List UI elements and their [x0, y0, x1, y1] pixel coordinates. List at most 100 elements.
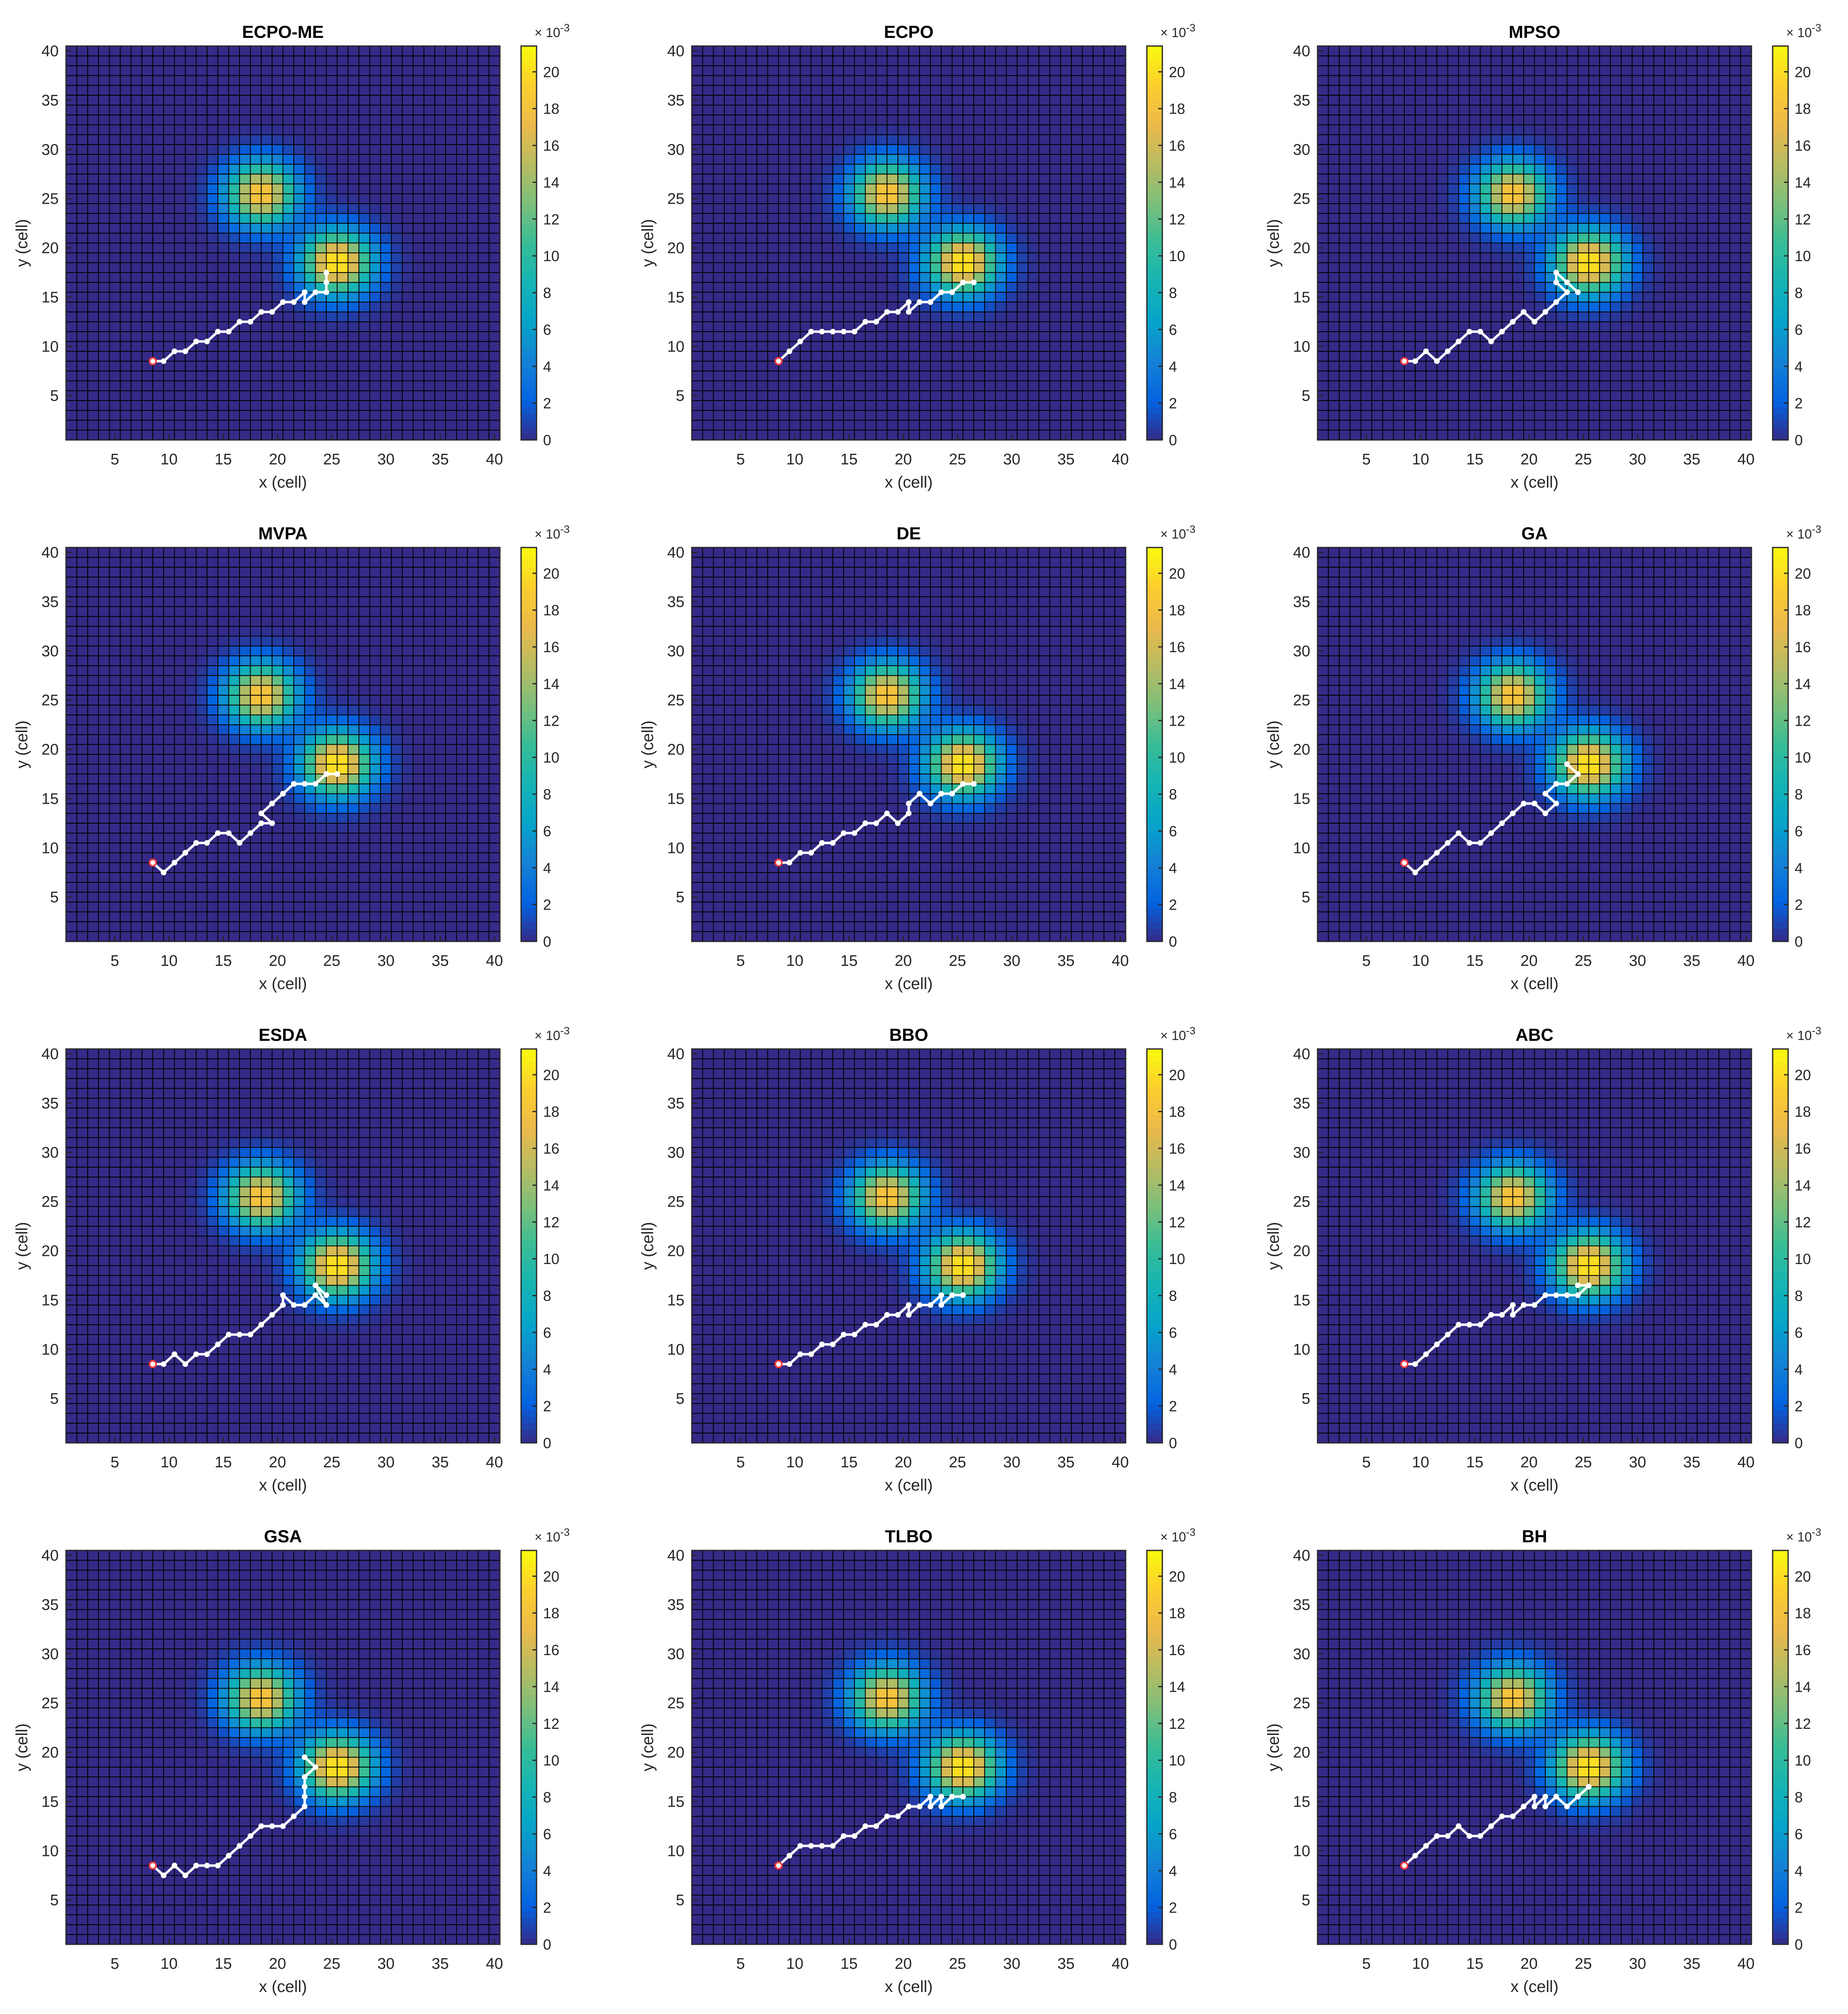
heatmap-cell [1339, 223, 1350, 233]
path-waypoint [302, 289, 308, 295]
heatmap-cell [218, 243, 229, 253]
heatmap-cell [229, 213, 240, 223]
heatmap-cell [1654, 76, 1665, 86]
heatmap-cell [1621, 184, 1632, 193]
heatmap-cell [359, 253, 370, 263]
heatmap-cell [1006, 194, 1017, 204]
heatmap-cell [392, 391, 403, 400]
heatmap-cell [1415, 381, 1426, 391]
heatmap-cell [1006, 125, 1017, 134]
heatmap-cell [952, 204, 963, 213]
heatmap-cell [1039, 381, 1050, 391]
heatmap-cell [974, 302, 985, 312]
heatmap-cell [811, 213, 822, 223]
heatmap-cell [768, 135, 779, 145]
heatmap-cell [1006, 282, 1017, 292]
heatmap-cell [413, 371, 424, 381]
heatmap-cell [120, 430, 131, 440]
heatmap-cell [218, 154, 229, 164]
heatmap-cell [974, 371, 985, 381]
heatmap-cell [865, 292, 876, 302]
heatmap-cell [779, 125, 790, 134]
heatmap-cell [1480, 56, 1491, 66]
heatmap-cell [1329, 86, 1340, 95]
heatmap-cell [218, 66, 229, 75]
heatmap-cell [88, 332, 99, 341]
heatmap-cell [941, 154, 952, 164]
heatmap-cell [1513, 56, 1524, 66]
heatmap-cell [1372, 223, 1383, 233]
heatmap-cell [1643, 341, 1654, 351]
heatmap-cell [790, 135, 801, 145]
heatmap-cell [120, 86, 131, 95]
heatmap-cell [272, 410, 283, 420]
heatmap-cell [435, 341, 446, 351]
x-tick-label: 10 [786, 451, 803, 468]
heatmap-cell [898, 400, 909, 410]
heatmap-cell [1361, 184, 1372, 193]
heatmap-cell [1719, 312, 1730, 322]
heatmap-cell [1654, 351, 1665, 361]
heatmap-cell [240, 430, 251, 440]
heatmap-cell [1104, 332, 1115, 341]
heatmap-cell [370, 66, 381, 75]
heatmap-cell [952, 410, 963, 420]
heatmap-cell [218, 95, 229, 105]
heatmap-cell [283, 263, 294, 273]
heatmap-cell [1350, 302, 1361, 312]
heatmap-cell [1104, 95, 1115, 105]
heatmap-cell [467, 282, 478, 292]
heatmap-cell [413, 223, 424, 233]
colorbar-band [1147, 99, 1162, 106]
heatmap-cell [692, 164, 703, 174]
heatmap-cell [402, 145, 413, 154]
heatmap-cell [164, 253, 175, 263]
heatmap-cell [1599, 430, 1610, 440]
heatmap-cell [1524, 76, 1535, 86]
heatmap-cell [898, 213, 909, 223]
heatmap-cell [1393, 105, 1404, 115]
heatmap-cell [1448, 253, 1459, 263]
heatmap-cell [370, 381, 381, 391]
heatmap-cell [1708, 135, 1719, 145]
heatmap-cell [110, 194, 121, 204]
heatmap-cell [381, 302, 392, 312]
heatmap-cell [272, 282, 283, 292]
colorbar-band [1147, 361, 1162, 368]
heatmap-cell [1104, 115, 1115, 125]
heatmap-cell [1050, 115, 1061, 125]
heatmap-cell [1697, 302, 1708, 312]
heatmap-cell [207, 273, 218, 282]
heatmap-cell [1039, 410, 1050, 420]
heatmap-cell [1448, 430, 1459, 440]
heatmap-cell [1448, 154, 1459, 164]
colorbar-band [1147, 263, 1162, 270]
heatmap-cell [887, 361, 898, 371]
heatmap-cell [1480, 164, 1491, 174]
heatmap-cell [1350, 371, 1361, 381]
heatmap-cell [359, 322, 370, 332]
heatmap-cell [996, 66, 1007, 75]
heatmap-cell [1589, 430, 1600, 440]
heatmap-cell [196, 184, 207, 193]
heatmap-cell [196, 194, 207, 204]
heatmap-cell [724, 66, 735, 75]
heatmap-cell [1415, 302, 1426, 312]
heatmap-cell [974, 351, 985, 361]
heatmap-cell [1491, 391, 1502, 400]
heatmap-cell [1491, 125, 1502, 134]
heatmap-cell [854, 371, 865, 381]
heatmap-cell [790, 145, 801, 154]
heatmap-cell [326, 95, 337, 105]
heatmap-cell [790, 282, 801, 292]
heatmap-cell [1393, 46, 1404, 56]
heatmap-cell [779, 400, 790, 410]
heatmap-cell [88, 322, 99, 332]
heatmap-cell [1676, 56, 1687, 66]
heatmap-cell [174, 263, 185, 273]
heatmap-cell [800, 361, 811, 371]
heatmap-cell [261, 164, 272, 174]
heatmap-cell [207, 66, 218, 75]
heatmap-cell [844, 184, 855, 193]
heatmap-cell [1599, 381, 1610, 391]
